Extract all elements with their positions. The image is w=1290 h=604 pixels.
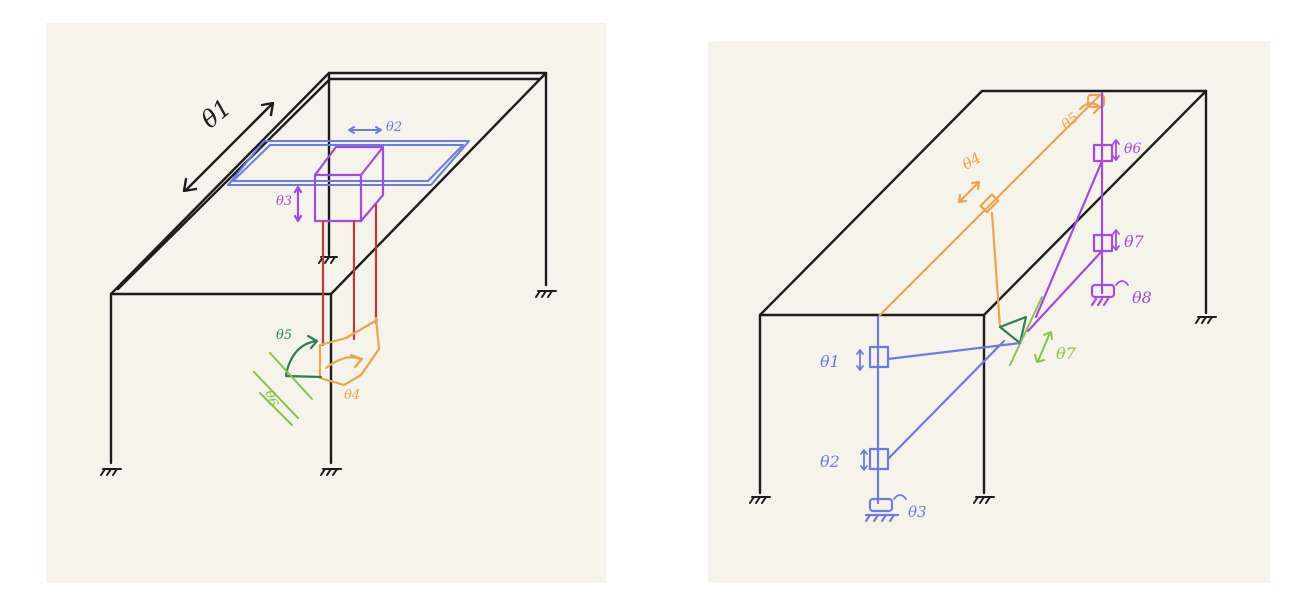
right-theta4-arrow: [957, 180, 981, 204]
right-theta4-slider: [979, 193, 1000, 214]
left-theta3-label: θ3: [276, 194, 292, 209]
right-theta6-label: θ6: [1124, 141, 1141, 157]
right-theta7-lower-label: θ7: [1056, 344, 1077, 363]
right-ground-hatches: [749, 316, 1217, 504]
right-theta3-label: θ3: [908, 503, 927, 521]
left-cables: [321, 203, 378, 347]
right-theta5-label: θ5: [1058, 110, 1082, 133]
left-theta3-arrow: [293, 185, 303, 223]
left-theta5-label: θ5: [276, 328, 292, 343]
right-purple-column: [1026, 91, 1129, 333]
left-theta2-arrow: [348, 126, 382, 134]
left-diagram: θ1 θ2 θ3 θ4 θ5 θ6: [100, 71, 557, 476]
right-diagram-panel: θ1 θ2 θ3 θ4 θ5 θ6 θ7 θ8 θ7: [708, 41, 1270, 583]
right-theta8-base: [1090, 283, 1116, 299]
right-theta7-joint: [1009, 296, 1053, 366]
left-theta4-label: θ4: [344, 388, 360, 403]
right-orange-rail: [876, 93, 1106, 329]
left-theta1-arrow: [182, 101, 275, 193]
right-theta2-label: θ2: [820, 452, 840, 471]
left-carriage-cube: [293, 145, 385, 223]
right-theta3-base: [868, 497, 894, 513]
left-ground-hatches: [100, 256, 557, 476]
left-theta6-label: θ6: [261, 389, 281, 409]
left-diagram-panel: θ1 θ2 θ3 θ4 θ5 θ6: [46, 23, 606, 583]
left-end-effector: [318, 316, 381, 387]
left-theta6-joint: [253, 352, 313, 426]
left-theta1-label: θ1: [196, 94, 237, 135]
right-frame: [749, 89, 1217, 504]
left-frame: [100, 71, 557, 476]
right-theta5-joint: [1078, 93, 1106, 115]
right-end-effector: [998, 315, 1028, 345]
right-theta8-label: θ8: [1132, 288, 1152, 307]
right-theta7-upper-label: θ7: [1124, 232, 1145, 251]
right-blue-column: [856, 315, 1022, 523]
left-theta2-label: θ2: [386, 120, 402, 135]
right-theta7-arrow: [1034, 331, 1053, 363]
right-theta4-label: θ4: [959, 149, 984, 174]
left-gantry-beam: [227, 126, 470, 186]
right-theta1-slider: [868, 345, 890, 369]
right-diagram: θ1 θ2 θ3 θ4 θ5 θ6 θ7 θ8 θ7: [749, 89, 1217, 523]
right-theta1-label: θ1: [820, 352, 840, 371]
